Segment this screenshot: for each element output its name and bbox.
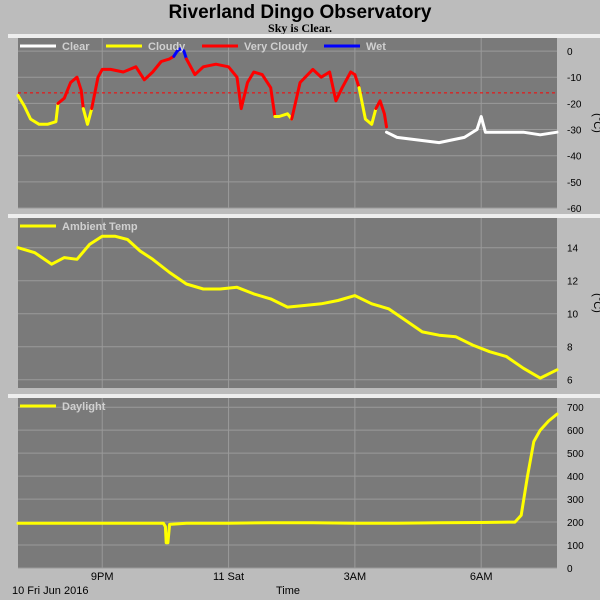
- series-line-very-cloudy: [56, 75, 85, 111]
- y-tick-label: 0: [567, 564, 573, 575]
- legend-label: Ambient Temp: [62, 221, 138, 233]
- x-tick-label: 9PM: [91, 571, 114, 583]
- plot-area: [18, 398, 557, 568]
- x-tick-label: 6AM: [470, 571, 493, 583]
- y-tick-label: 0: [567, 47, 573, 58]
- series-line-daylight: [16, 412, 559, 545]
- y-axis-unit: (°C): [591, 293, 600, 313]
- series-line-very-cloudy: [290, 67, 361, 121]
- y-tick-label: 14: [567, 244, 579, 255]
- legend-label: Clear: [62, 41, 90, 53]
- series-line-very-cloudy: [90, 54, 176, 111]
- date-label: 10 Fri Jun 2016: [12, 585, 88, 597]
- panel-border: [8, 214, 600, 218]
- x-axis-label: Time: [276, 585, 300, 597]
- legend-label: Wet: [366, 41, 386, 53]
- panel-border: [8, 394, 600, 398]
- series-line-cloudy: [357, 86, 378, 126]
- panel-border: [8, 34, 600, 38]
- series-line-cloudy: [273, 112, 294, 121]
- legend-label: Cloudy: [148, 41, 186, 53]
- panel-0: 0 -10 -20 -30 -40 -50 -60 (°C) Clear Cloudy Very C…: [8, 34, 600, 215]
- series-line-clear: [385, 115, 559, 145]
- plot-area: [18, 38, 557, 208]
- chart-subtitle: Sky is Clear.: [268, 21, 332, 35]
- series-line-cloudy: [81, 107, 94, 126]
- panel-1: 14 12 10 8 6 (°C) Ambient Temp: [8, 214, 600, 388]
- series-line-ambient-temp: [16, 234, 559, 380]
- legend-label: Very Cloudy: [244, 41, 308, 53]
- panel-2: 700 600 500 400 300 200 100 0 Daylight: [8, 394, 600, 575]
- series-line-wet: [172, 47, 188, 61]
- x-tick-label: 11 Sat: [213, 571, 244, 583]
- y-axis-unit: (°C): [591, 113, 600, 133]
- y-tick-label: -60: [567, 204, 582, 215]
- plot-area: [18, 218, 557, 388]
- series-line-very-cloudy: [184, 57, 277, 118]
- x-tick-label: 3AM: [344, 571, 367, 583]
- y-tick-label: -20: [567, 99, 582, 110]
- legend-label: Daylight: [62, 401, 106, 413]
- y-tick-label: -30: [567, 126, 582, 137]
- y-tick-label: -10: [567, 73, 582, 84]
- y-tick-label: 100: [567, 541, 584, 552]
- y-tick-label: 200: [567, 518, 584, 529]
- chart-title: Riverland Dingo Observatory: [169, 2, 432, 23]
- y-tick-label: -40: [567, 152, 582, 163]
- y-tick-label: 700: [567, 403, 584, 414]
- y-tick-label: 300: [567, 495, 584, 506]
- y-tick-label: 6: [567, 376, 573, 387]
- series-line-cloudy: [16, 94, 60, 126]
- y-tick-label: 600: [567, 426, 584, 437]
- panels: 0 -10 -20 -30 -40 -50 -60 (°C) Clear Cloudy Very C…: [8, 34, 600, 583]
- y-tick-label: 8: [567, 343, 573, 354]
- y-tick-label: 10: [567, 310, 579, 321]
- y-tick-label: 500: [567, 449, 584, 460]
- series-line-very-cloudy: [374, 99, 388, 129]
- y-tick-label: -50: [567, 178, 582, 189]
- y-tick-label: 400: [567, 472, 584, 483]
- y-tick-label: 12: [567, 277, 579, 288]
